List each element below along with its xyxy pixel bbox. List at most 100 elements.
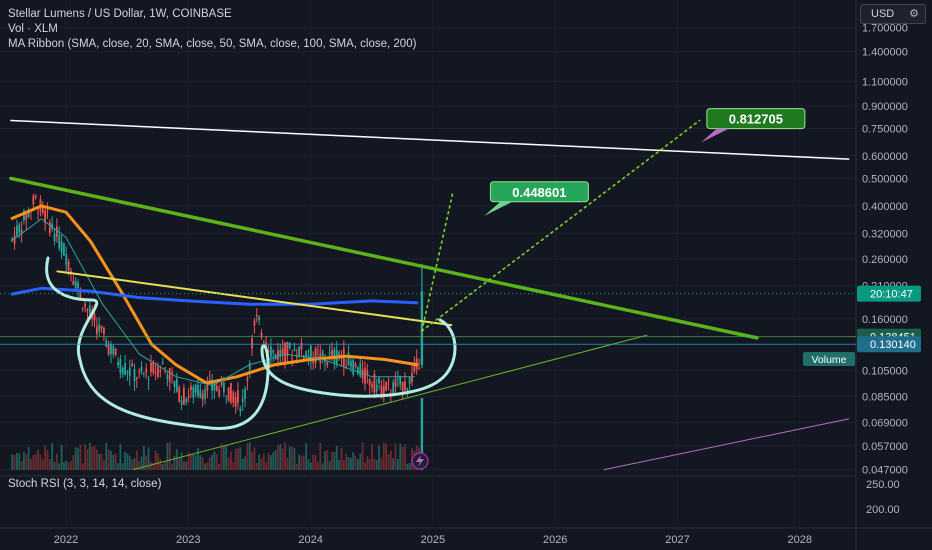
volume-bar [399,443,402,470]
stoch-rsi-legend[interactable]: Stoch RSI (3, 3, 14, 14, close) [8,478,162,490]
lightning-event-icon[interactable] [411,452,429,470]
candle-body [385,381,388,391]
time-tick-label: 2027 [665,534,689,546]
callout-pointer [700,128,729,143]
volume-bar [107,449,110,470]
candle-body [349,360,352,368]
candle-body [218,389,221,396]
projection-2-line[interactable] [421,119,701,332]
volume-bar [368,459,371,470]
candle-body [373,373,376,393]
volume-bar [371,444,373,470]
volume-bar [154,450,157,470]
volume-bar [274,449,277,470]
volume-bar [397,458,399,470]
head-shoulders-drawing[interactable] [45,256,457,430]
candle-body [269,346,272,357]
candle-body [27,210,30,217]
volume-bar [157,453,159,470]
callout-box [489,181,589,203]
volume-bar [103,460,105,470]
price-badge-text: 20:10:47 [870,289,913,301]
candle-body [65,254,68,265]
volume-bar [230,451,232,470]
volume-bar [166,442,169,470]
candle-body [253,320,256,326]
volume-badge-bg [803,352,855,366]
projection-1-line[interactable] [421,193,454,332]
candle-body [171,372,174,375]
chart-title[interactable]: Stellar Lumens / US Dollar, 1W, COINBASE [8,8,232,20]
volume-bar [175,449,178,470]
volume-bar [142,445,145,470]
green-support-line[interactable] [132,334,648,471]
candle-body [397,378,399,380]
trend-drawings[interactable]: 0.448601 0.812705 [0,108,856,471]
volume-bar [63,462,65,470]
candle-body [60,241,63,253]
sma-200-line [10,286,419,306]
white-resistance-line[interactable] [10,119,850,160]
volume-bar [201,456,204,470]
candle-body [255,314,258,317]
volume-bar [100,453,103,470]
price-tick-label: 0.600000 [862,151,908,163]
yellow-neckline-line[interactable] [56,270,453,327]
volume-bar [70,460,72,470]
volume-badge[interactable]: Volume [803,352,855,366]
callout-value: 0.448601 [512,185,566,200]
price-badge-level: 0.130140 [857,336,921,353]
candle-body [213,382,216,391]
purple-line-line[interactable] [603,418,850,471]
volume-bar [124,452,126,470]
volume-bar [349,457,352,470]
green-downtrend-line[interactable] [9,176,759,340]
candle-body [119,359,122,373]
volume-legend[interactable]: Vol · XLM [8,23,58,35]
volume-bar [114,453,117,470]
volume-bar [211,454,214,470]
candle-body [272,350,275,353]
candle-body [326,362,329,366]
candle-body [63,243,65,256]
gear-icon[interactable]: ⚙ [909,8,919,20]
ma-ribbon [10,204,419,387]
volume-bar [295,463,298,470]
volume-bar [284,442,286,470]
volume-bar [41,458,44,470]
candle-body [72,281,75,285]
volume-bar [288,446,291,470]
price-badge-countdown: 20:10:47 [857,285,921,302]
candle-body [140,366,143,372]
candle-body [192,386,195,398]
price-tick-label: 1.100000 [862,76,908,88]
candle-body [277,350,279,360]
candle-body [387,381,390,383]
volume-bar [305,443,308,470]
price-target-callout[interactable]: 0.448601 [484,181,589,216]
volume-bar [373,458,376,470]
volume-bar [161,463,164,470]
ma-ribbon-legend[interactable]: MA Ribbon (SMA, close, 20, SMA, close, 5… [8,38,417,50]
volume-bar [180,452,183,470]
candle-body [265,342,268,348]
price-tick-label: 0.105000 [862,366,908,378]
volume-bar [317,461,319,470]
candle-body [246,378,249,381]
volume-bar [300,456,303,470]
volume-bar [53,462,56,470]
volume-bar [27,446,30,470]
volume-bar [267,452,270,470]
price-target-callout[interactable]: 0.812705 [700,108,806,143]
volume-bar [128,455,131,470]
volume-bar [408,462,411,470]
currency-button[interactable]: USD ⚙ [860,4,926,24]
volume-bar [150,462,152,470]
volume-bar [232,461,235,470]
price-tick-label: 1.400000 [862,47,908,59]
candle-body [302,355,305,360]
price-badge-text: 0.130140 [870,339,916,351]
candle-body [225,395,228,397]
candle-body [173,381,176,388]
